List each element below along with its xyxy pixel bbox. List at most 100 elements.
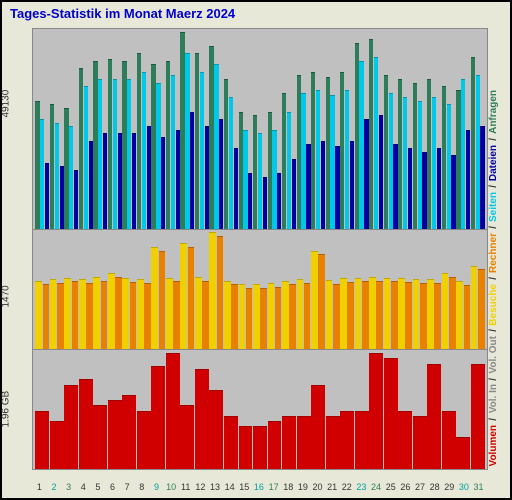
bar: [209, 46, 213, 229]
day-slot: [427, 349, 442, 469]
bar: [122, 278, 129, 349]
legend-item: Vol. Out: [488, 334, 506, 376]
x-tick: 3: [61, 482, 76, 492]
bar: [359, 61, 363, 229]
day-slot: [369, 229, 384, 349]
day-slot: [93, 29, 108, 229]
bar: [480, 126, 484, 229]
bar: [389, 93, 393, 229]
day-slot: [456, 29, 471, 229]
bar: [93, 61, 97, 229]
bar: [442, 86, 446, 229]
day-slot: [253, 29, 268, 229]
day-slot: [412, 349, 427, 469]
x-tick: 31: [471, 482, 486, 492]
bar: [35, 411, 49, 469]
bar: [79, 379, 93, 469]
bar: [137, 279, 144, 349]
day-slot: [50, 229, 65, 349]
legend-separator: /: [488, 224, 506, 231]
bar: [478, 269, 485, 349]
day-slot: [64, 29, 79, 229]
x-tick: 28: [427, 482, 442, 492]
bar: [287, 112, 291, 229]
bar: [195, 369, 209, 469]
bar: [275, 287, 282, 350]
bar: [239, 426, 253, 469]
x-tick: 14: [222, 482, 237, 492]
day-slot: [137, 229, 152, 349]
panel-top: [33, 29, 487, 230]
bar: [398, 278, 405, 349]
bar: [93, 405, 107, 469]
day-slot: [122, 229, 137, 349]
x-tick: 10: [164, 482, 179, 492]
bar: [362, 281, 369, 349]
legend-separator: /: [488, 275, 506, 282]
bar: [50, 279, 57, 349]
legend-separator: /: [488, 376, 506, 383]
day-slot: [35, 229, 50, 349]
x-tick: 26: [398, 482, 413, 492]
day-slot: [195, 229, 210, 349]
bar: [57, 283, 64, 349]
bar: [180, 405, 194, 469]
day-slot: [282, 229, 297, 349]
x-tick: 25: [383, 482, 398, 492]
chart-title: Tages-Statistik im Monat Maerz 2024: [2, 2, 510, 25]
bar: [224, 281, 231, 350]
bar: [246, 288, 253, 349]
bar: [282, 281, 289, 350]
bar: [311, 385, 325, 469]
bar: [464, 285, 471, 349]
day-slot: [209, 229, 224, 349]
legend-separator: /: [488, 183, 506, 190]
bar: [272, 130, 276, 229]
bar: [79, 68, 83, 229]
legend-item: Besuche: [488, 282, 506, 328]
legend-separator: /: [488, 416, 506, 423]
x-tick: 20: [310, 482, 325, 492]
bar: [355, 411, 369, 469]
day-slot: [354, 349, 369, 469]
bar: [447, 104, 451, 229]
day-slot: [108, 349, 123, 469]
bar: [72, 281, 79, 349]
day-slot: [456, 229, 471, 349]
legend-separator: /: [488, 327, 506, 334]
bar: [64, 108, 68, 229]
legend: Volumen/Vol. In/Vol. Out/Besuche/Rechner…: [488, 28, 506, 468]
bar: [166, 278, 173, 350]
bar: [476, 75, 480, 229]
day-slot: [180, 349, 195, 469]
day-slot: [383, 29, 398, 229]
bar: [347, 282, 354, 349]
x-tick: 21: [325, 482, 340, 492]
day-slot: [224, 29, 239, 229]
bar: [98, 79, 102, 229]
day-slot: [224, 349, 239, 469]
bar: [297, 75, 301, 229]
bar: [127, 79, 131, 229]
x-tick: 1: [32, 482, 47, 492]
day-slot: [340, 349, 355, 469]
bar: [369, 39, 373, 229]
bar: [151, 247, 158, 349]
bar: [224, 416, 238, 469]
bar: [195, 277, 202, 349]
day-slot: [253, 229, 268, 349]
bar: [369, 277, 376, 349]
bar: [180, 32, 184, 229]
x-tick: 7: [120, 482, 135, 492]
x-tick: 27: [413, 482, 428, 492]
bar: [340, 72, 344, 229]
bar: [405, 282, 412, 349]
bar: [93, 277, 100, 349]
day-slot: [79, 229, 94, 349]
day-slot: [311, 349, 326, 469]
day-slot: [267, 349, 282, 469]
bar: [173, 281, 180, 349]
day-slot: [311, 229, 326, 349]
bar: [156, 83, 160, 229]
day-slot: [282, 29, 297, 229]
